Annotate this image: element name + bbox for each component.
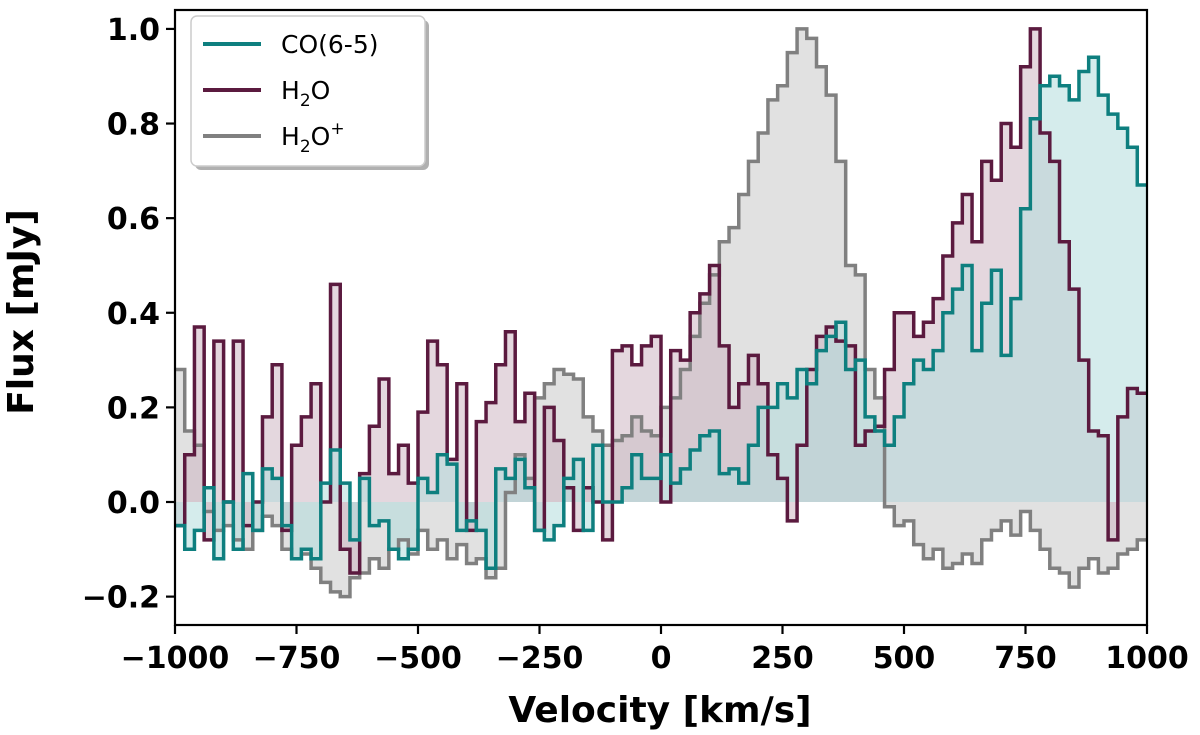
- y-tick-label: 0.2: [107, 391, 160, 426]
- x-tick-label: −250: [496, 641, 584, 676]
- y-tick-label: 0.8: [107, 108, 160, 143]
- x-tick-label: 1000: [1105, 641, 1189, 676]
- legend-label: H2O+: [281, 119, 345, 157]
- y-tick-label: 1.0: [107, 13, 160, 48]
- x-tick-label: −1000: [121, 641, 230, 676]
- legend-label: CO(6-5): [281, 30, 378, 59]
- x-tick-label: −750: [253, 641, 341, 676]
- series-line-1: [175, 27, 1147, 575]
- plot-area: [175, 27, 1147, 599]
- y-tick-label: 0.4: [107, 297, 160, 332]
- y-tick-label: 0.6: [107, 202, 160, 237]
- x-axis-label: Velocity [km/s]: [508, 690, 811, 731]
- y-tick-label: 0.0: [107, 486, 160, 521]
- legend: CO(6-5) H2O H2O+: [190, 15, 429, 170]
- x-tick-label: 500: [873, 641, 936, 676]
- x-tick-label: −500: [374, 641, 462, 676]
- legend-box: [190, 15, 426, 167]
- series-line-2: [175, 55, 1147, 570]
- x-tick-label: 0: [651, 641, 672, 676]
- x-tick-label: 750: [994, 641, 1057, 676]
- axes: −1000 −750 −500 −250 0 250 500 750 1000 −0.2 0.0 0.…: [82, 8, 1189, 676]
- series-fill-2: [175, 57, 1147, 569]
- legend-label: H2O: [281, 76, 330, 111]
- x-tick-label: 250: [751, 641, 814, 676]
- y-tick-label: −0.2: [82, 581, 160, 616]
- y-axis-label: Flux [mJy]: [1, 209, 42, 415]
